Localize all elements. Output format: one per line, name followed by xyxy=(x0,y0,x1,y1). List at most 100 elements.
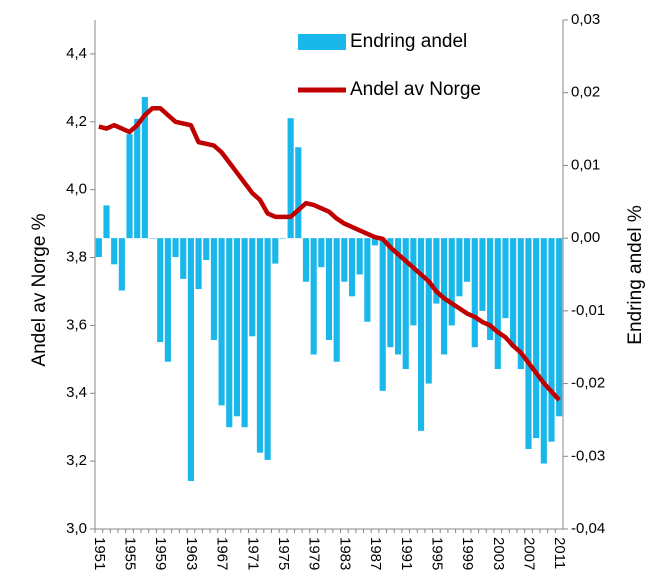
bar xyxy=(187,238,194,482)
bar xyxy=(279,238,287,239)
y-tick-label: 4,0 xyxy=(66,181,87,198)
x-tick-label: 2007 xyxy=(521,537,538,570)
bar xyxy=(249,238,256,337)
y-axis-label: Andel av Norge % xyxy=(29,213,50,366)
bar xyxy=(210,238,217,340)
bar xyxy=(341,238,348,282)
y2-tick-label: 0,01 xyxy=(571,156,600,173)
bar xyxy=(387,238,394,348)
y-tick-label: 3,6 xyxy=(66,316,87,333)
bar xyxy=(333,238,340,362)
bar xyxy=(111,238,118,265)
bar xyxy=(448,238,455,326)
y-tick-label: 3,2 xyxy=(66,452,87,469)
bar xyxy=(172,238,179,258)
x-tick-label: 1971 xyxy=(244,537,261,570)
x-tick-label: 1959 xyxy=(152,537,169,570)
x-tick-label: 1963 xyxy=(183,537,200,570)
y-tick-label: 3,0 xyxy=(66,520,87,537)
y-tick-label: 3,4 xyxy=(66,384,87,401)
bar xyxy=(510,238,517,348)
bar xyxy=(325,238,333,340)
bar xyxy=(310,238,317,355)
y-tick-label: 4,2 xyxy=(66,113,87,130)
y-tick-label: 3,8 xyxy=(66,249,87,266)
bar xyxy=(348,238,356,297)
y2-tick-label: -0,01 xyxy=(571,302,605,319)
bar xyxy=(295,147,302,239)
x-tick-label: 1991 xyxy=(398,537,415,570)
bar xyxy=(394,238,402,355)
bar xyxy=(195,238,202,290)
x-tick-label: 1975 xyxy=(275,537,292,570)
y2-tick-label: 0,00 xyxy=(571,229,600,246)
bar xyxy=(548,238,555,442)
bar xyxy=(410,238,417,326)
bar xyxy=(226,238,233,428)
bar xyxy=(487,238,494,340)
bar xyxy=(149,238,156,239)
y2-tick-label: 0,02 xyxy=(571,84,600,101)
bar xyxy=(494,238,501,370)
x-tick-label: 1955 xyxy=(122,537,139,570)
bar xyxy=(479,238,486,311)
bar xyxy=(502,238,509,319)
bar xyxy=(433,238,440,304)
bar xyxy=(517,238,524,370)
bar xyxy=(103,205,110,239)
bar xyxy=(218,238,225,406)
x-tick-label: 1951 xyxy=(91,537,108,570)
x-tick-label: 1987 xyxy=(367,537,384,570)
bar xyxy=(164,238,171,362)
bar xyxy=(95,238,102,258)
y2-axis-label: Endring andel % xyxy=(625,205,646,345)
x-tick-label: 2003 xyxy=(490,537,507,570)
bar xyxy=(456,238,463,297)
x-tick-label: 1983 xyxy=(336,537,353,570)
bar xyxy=(371,238,379,246)
x-tick-label: 1995 xyxy=(428,537,445,570)
bar xyxy=(356,238,363,275)
bar xyxy=(264,238,271,460)
y2-tick-label: -0,02 xyxy=(571,375,605,392)
bar xyxy=(180,238,187,279)
bar xyxy=(425,238,432,384)
bar xyxy=(272,238,279,264)
y2-tick-label: -0,03 xyxy=(571,447,605,464)
bar xyxy=(318,238,325,268)
bar xyxy=(241,238,248,428)
bar xyxy=(118,238,125,291)
x-tick-label: 1999 xyxy=(459,537,476,570)
bar xyxy=(364,238,371,322)
bar xyxy=(287,118,294,239)
x-tick-label: 1967 xyxy=(214,537,231,570)
bar xyxy=(540,238,547,464)
legend-label: Andel av Norge xyxy=(350,79,481,100)
y2-tick-label: -0,04 xyxy=(571,520,605,537)
bar xyxy=(256,238,264,453)
bar xyxy=(126,134,133,239)
bar xyxy=(402,238,409,370)
bar xyxy=(464,238,471,282)
legend-swatch xyxy=(298,34,346,50)
line xyxy=(98,105,561,402)
bar xyxy=(141,97,148,239)
bar xyxy=(525,238,532,450)
legend-label: Endring andel xyxy=(350,31,467,52)
x-tick-label: 2011 xyxy=(551,537,568,569)
bar xyxy=(471,238,478,348)
x-tick-label: 1979 xyxy=(306,537,323,570)
bar xyxy=(556,238,563,417)
bar xyxy=(302,238,310,282)
bar xyxy=(157,238,164,343)
bar xyxy=(203,238,210,260)
bar xyxy=(417,238,425,431)
y-tick-label: 4,4 xyxy=(66,45,87,62)
bar xyxy=(233,238,241,417)
bar xyxy=(533,238,540,439)
y2-tick-label: 0,03 xyxy=(571,11,600,28)
bar xyxy=(134,118,141,239)
bar xyxy=(379,238,386,391)
